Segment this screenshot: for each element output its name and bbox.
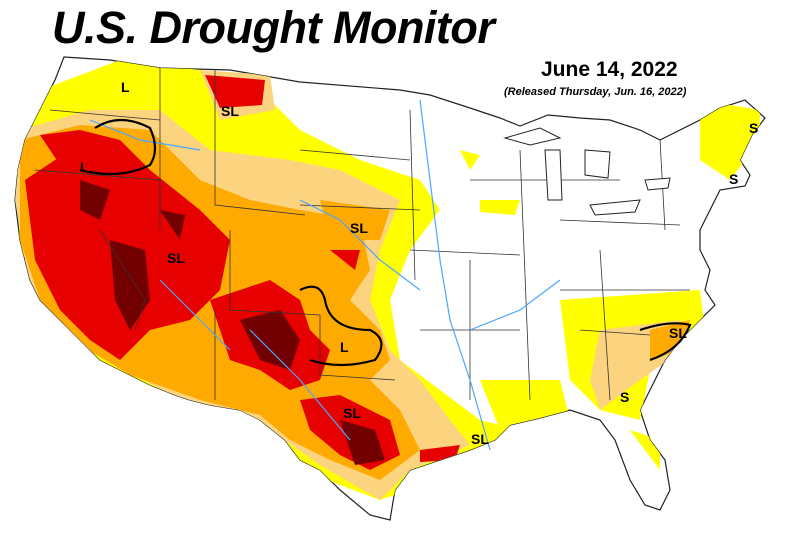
map-date: June 14, 2022 [541, 58, 678, 81]
impact-label: SL [669, 325, 687, 341]
rivers [89, 99, 561, 451]
impact-label: SL [350, 220, 368, 236]
impact-label: L [340, 339, 349, 355]
impact-label: S [749, 120, 758, 136]
drought-d4 [80, 180, 385, 465]
great-lakes [503, 127, 671, 216]
impact-label: S [729, 171, 738, 187]
impact-boundaries [79, 118, 692, 367]
impact-label: SL [471, 431, 489, 447]
impact-label: SL [343, 405, 361, 421]
page-title: U.S. Drought Monitor [52, 2, 495, 53]
impact-label: S [620, 389, 629, 405]
impact-label: L [80, 159, 89, 175]
impact-label: L [121, 79, 130, 95]
release-note: (Released Thursday, Jun. 16, 2022) [504, 86, 687, 98]
impact-label: SL [167, 250, 185, 266]
impact-label: SL [221, 103, 239, 119]
